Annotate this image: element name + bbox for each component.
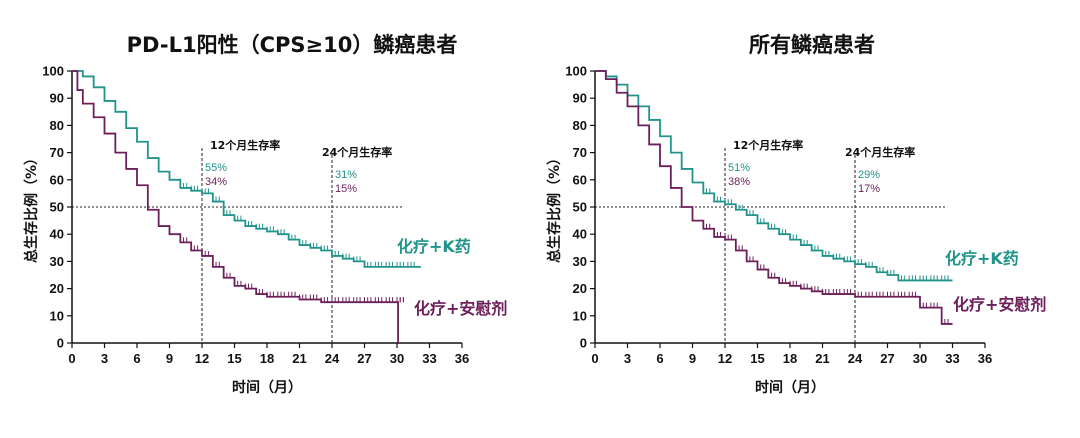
y-tick-label: 40 [573,227,587,242]
x-tick-label: 9 [166,351,173,366]
x-axis-label: 时间（月） [232,379,302,396]
annotation-title: 24个月生存率 [845,145,915,159]
annotation-placebo-value: 15% [335,183,357,195]
series-label-k: 化疗+K药 [945,249,1019,268]
y-tick-label: 90 [573,91,587,106]
annotation-title: 24个月生存率 [322,145,392,159]
x-tick-label: 24 [325,351,340,366]
x-tick-label: 15 [227,351,241,366]
x-tick-label: 9 [689,351,696,366]
series-label-placebo: 化疗+安慰剂 [953,295,1046,314]
y-tick-label: 60 [573,172,587,187]
y-tick-label: 0 [580,336,587,351]
annotation-placebo-value: 38% [728,176,750,188]
x-tick-label: 21 [815,351,829,366]
y-axis-label: 总生存比例（%） [23,151,40,263]
x-tick-label: 3 [624,351,631,366]
x-tick-label: 33 [945,351,959,366]
x-tick-label: 24 [848,351,863,366]
x-tick-label: 30 [390,351,404,366]
series-label-placebo: 化疗+安慰剂 [414,299,507,318]
x-tick-label: 30 [913,351,927,366]
annotation-k-value: 55% [205,162,227,174]
annotation-placebo-value: 34% [205,176,227,188]
annotation-k-value: 29% [858,169,880,181]
x-tick-label: 36 [978,351,992,366]
y-tick-label: 100 [565,64,587,79]
x-axis-label: 时间（月） [755,379,825,396]
y-tick-label: 80 [573,118,587,133]
y-tick-label: 80 [50,118,64,133]
y-tick-label: 70 [50,145,64,160]
x-tick-label: 27 [357,351,371,366]
x-tick-label: 27 [880,351,894,366]
annotation-title: 12个月生存率 [733,138,803,152]
x-tick-label: 6 [133,351,140,366]
y-tick-label: 30 [50,254,64,269]
x-tick-label: 3 [101,351,108,366]
y-tick-label: 100 [42,64,64,79]
series-line-placebo [595,70,953,325]
x-tick-label: 18 [260,351,274,366]
y-tick-label: 20 [50,281,64,296]
annotation-title: 12个月生存率 [210,138,280,152]
y-tick-label: 10 [573,308,587,323]
annotation-k-value: 51% [728,162,750,174]
y-tick-label: 70 [573,145,587,160]
x-tick-label: 18 [783,351,797,366]
y-tick-label: 10 [50,308,64,323]
chart-title: PD-L1阳性（CPS≥10）鳞癌患者 [127,33,458,57]
y-tick-label: 50 [573,200,587,215]
y-axis-label: 总生存比例（%） [546,151,563,263]
chart-cps10: PD-L1阳性（CPS≥10）鳞癌患者 总生存比例（%） 时间（月） 0 10 20… [23,33,507,396]
y-tick-label: 90 [50,91,64,106]
x-tick-label: 12 [718,351,732,366]
y-tick-label: 40 [50,227,64,242]
x-tick-label: 6 [656,351,663,366]
x-tick-label: 36 [455,351,469,366]
y-tick-label: 20 [573,281,587,296]
x-tick-label: 33 [422,351,436,366]
chart-all-squamous: 所有鳞癌患者 总生存比例（%） 时间（月） 010203040506070809… [546,33,1046,396]
y-tick-label: 60 [50,172,64,187]
x-tick-label: 15 [750,351,764,366]
annotation-k-value: 31% [335,169,357,181]
y-tick-label: 0 [57,336,64,351]
chart-title: 所有鳞癌患者 [749,33,875,57]
annotation-placebo-value: 17% [858,183,880,195]
series-label-k: 化疗+K药 [397,237,471,256]
y-axis-label-group: 总生存比例（%） [23,151,40,263]
x-tick-label: 0 [591,351,598,366]
y-tick-label: 30 [573,254,587,269]
x-tick-label: 0 [68,351,75,366]
series-line-k [595,70,953,282]
y-tick-label: 50 [50,200,64,215]
x-tick-label: 12 [195,351,209,366]
y-axis-label-group: 总生存比例（%） [546,151,563,263]
x-tick-label: 21 [292,351,306,366]
